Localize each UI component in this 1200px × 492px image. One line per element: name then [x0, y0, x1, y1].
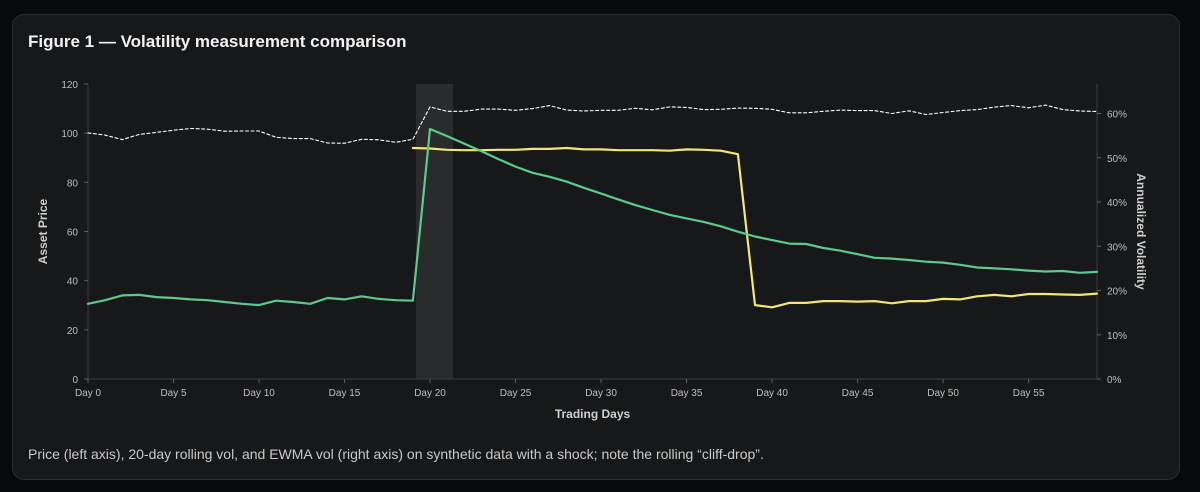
figure-title: Figure 1 — Volatility measurement compar…	[28, 32, 407, 51]
y-left-tick-label: 0	[72, 375, 78, 386]
x-tick-label: Day 50	[927, 388, 959, 399]
x-tick-label: Day 55	[1013, 388, 1045, 399]
shock-band	[415, 84, 454, 379]
rolling-vol-line	[411, 146, 1099, 309]
x-tick-label: Day 25	[500, 388, 532, 399]
price-line	[87, 104, 1098, 144]
x-tick-label: Day 40	[756, 388, 788, 399]
axes	[87, 84, 1098, 380]
x-tick-label: Day 45	[842, 388, 874, 399]
y-right-tick-label: 20%	[1107, 287, 1127, 298]
y-axis-left-label: Asset Price	[36, 198, 50, 264]
figure-card	[12, 14, 1180, 480]
x-axis-label: Trading Days	[555, 407, 631, 421]
y-right-tick-label: 0%	[1107, 375, 1122, 386]
y-left-tick-label: 80	[67, 178, 79, 189]
series-lines	[86, 104, 1099, 309]
x-tick-label: Day 35	[671, 388, 703, 399]
x-tick-label: Day 10	[243, 388, 275, 399]
y-right-tick-label: 10%	[1107, 331, 1127, 342]
y-left-tick-label: 100	[61, 129, 78, 140]
y-left-tick-label: 20	[67, 326, 79, 337]
y-left-tick-label: 120	[61, 80, 78, 91]
y-right-tick-label: 40%	[1107, 198, 1127, 209]
x-tick-label: Day 20	[414, 388, 446, 399]
ewma-vol-line	[86, 127, 1099, 307]
x-tick-label: Day 5	[160, 388, 187, 399]
y-right-tick-label: 30%	[1107, 242, 1127, 253]
y-left-tick-label: 60	[67, 228, 79, 239]
y-right-tick-label: 60%	[1107, 110, 1127, 121]
x-tick-label: Day 30	[585, 388, 617, 399]
y-right-tick-label: 50%	[1107, 154, 1127, 165]
y-left-tick-label: 40	[67, 277, 79, 288]
x-tick-label: Day 0	[75, 388, 102, 399]
figure-caption: Price (left axis), 20-day rolling vol, a…	[28, 446, 764, 462]
tick-labels: Day 0 Day 5 Day 10 Day 15 Day 20 Day 25 Day 30…	[61, 80, 1127, 399]
y-axis-right-label: Annualized Volatility	[1134, 173, 1148, 290]
x-tick-label: Day 15	[329, 388, 361, 399]
